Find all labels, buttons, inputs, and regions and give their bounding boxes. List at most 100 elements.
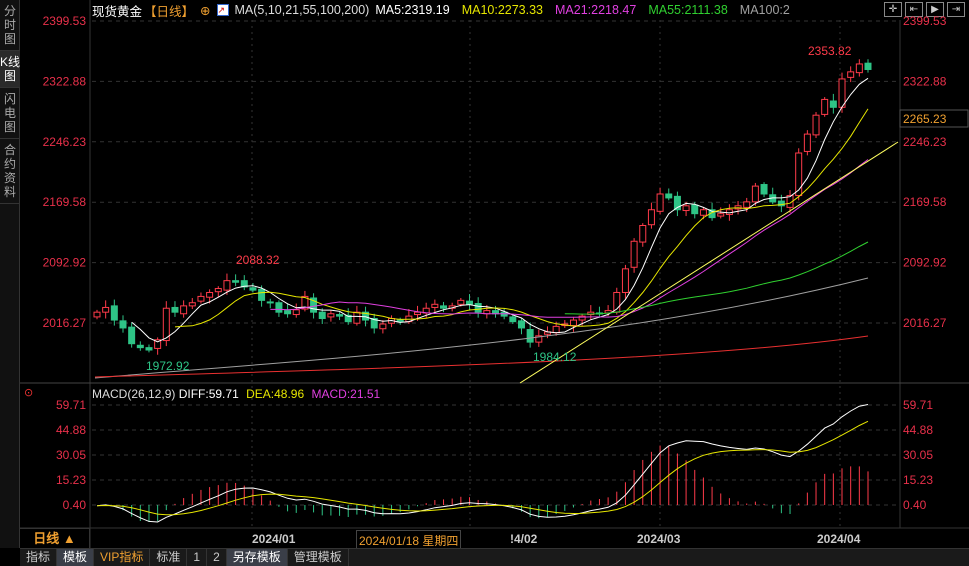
candle-down bbox=[344, 314, 352, 323]
settings-icon[interactable]: ⊙ bbox=[24, 387, 34, 399]
candle-up bbox=[162, 307, 170, 342]
candle-down bbox=[249, 287, 257, 291]
candle-up bbox=[327, 313, 335, 318]
date-label: 2024/04 bbox=[817, 532, 861, 546]
candle-up bbox=[154, 339, 162, 349]
candle-down bbox=[777, 200, 785, 207]
ma21-value: MA21:2218.47 bbox=[555, 3, 637, 17]
candle-up bbox=[569, 319, 577, 327]
candle-down bbox=[396, 319, 404, 323]
ma-chart-icon[interactable]: ↗ bbox=[216, 4, 229, 16]
candle-down bbox=[266, 301, 274, 304]
candle-down bbox=[145, 347, 153, 351]
candle-up bbox=[93, 311, 101, 318]
candle-down bbox=[665, 193, 673, 199]
ma55-value: MA55:2111.38 bbox=[648, 3, 728, 17]
crosshair-icon[interactable]: ⊕ bbox=[200, 3, 211, 18]
candle-up bbox=[223, 280, 231, 291]
candle-up bbox=[630, 240, 638, 268]
tab-template[interactable]: 模板 bbox=[57, 549, 95, 566]
macd-axis-label-left: 44.88 bbox=[56, 423, 86, 437]
tab-timeshare[interactable]: 分时图 bbox=[0, 0, 20, 51]
candle-down bbox=[310, 297, 318, 313]
candle-up bbox=[180, 305, 188, 315]
macd-axis-label-left: 59.71 bbox=[56, 398, 86, 412]
candle-down bbox=[673, 195, 681, 211]
high-annotation: 2353.82 bbox=[808, 44, 852, 58]
date-label: 2024/03 bbox=[637, 532, 681, 546]
tab-2[interactable]: 2 bbox=[207, 549, 227, 566]
tab-1[interactable]: 1 bbox=[187, 549, 208, 566]
price-axis-label-left: 2322.88 bbox=[43, 74, 87, 88]
macd-axis-label-left: 15.23 bbox=[56, 473, 86, 487]
price-axis-label-left: 2399.53 bbox=[43, 14, 87, 28]
candle-up bbox=[751, 185, 759, 203]
candle-down bbox=[829, 100, 837, 108]
candle-down bbox=[526, 329, 534, 343]
macd-axis-label-right: 44.88 bbox=[903, 423, 933, 437]
ma100-line bbox=[94, 277, 869, 379]
tab-vip-indicator[interactable]: VIP指标 bbox=[94, 549, 151, 566]
candle-down bbox=[440, 305, 448, 309]
candle-up bbox=[552, 325, 560, 334]
candle-up bbox=[795, 152, 803, 197]
price-axis-label-right: 2092.92 bbox=[903, 256, 947, 270]
tab-kline[interactable]: K线图 bbox=[0, 51, 20, 88]
candle-up bbox=[743, 201, 751, 208]
crosshair-tool-icon[interactable]: ✛ bbox=[884, 2, 902, 17]
candle-down bbox=[136, 344, 144, 349]
candle-up bbox=[717, 213, 725, 217]
date-label: 2024/01 bbox=[252, 532, 296, 546]
candle-down bbox=[110, 305, 118, 321]
zoom-left-icon[interactable]: ⇤ bbox=[905, 2, 923, 17]
ma-params[interactable]: MA(5,10,21,55,100,200) bbox=[234, 3, 370, 17]
kline-chart[interactable]: 2399.53 2399.53 2322.88 2322.88 2246.23 2246.… bbox=[0, 0, 969, 548]
candle-up bbox=[621, 268, 629, 293]
tab-manage-template[interactable]: 管理模板 bbox=[288, 549, 349, 566]
candle-down bbox=[336, 314, 344, 317]
candle-down bbox=[258, 288, 266, 301]
candle-up bbox=[301, 295, 309, 310]
candle-down bbox=[128, 326, 136, 345]
ma200-line bbox=[94, 335, 869, 378]
candle-down bbox=[171, 306, 179, 313]
candle-up bbox=[682, 205, 690, 212]
feb-low-annotation: 1984.12 bbox=[533, 350, 577, 364]
candle-up bbox=[214, 288, 222, 293]
candle-down bbox=[760, 184, 768, 195]
candle-up bbox=[812, 114, 820, 136]
candle-up bbox=[292, 309, 300, 316]
price-axis-label-left: 2246.23 bbox=[43, 135, 87, 149]
diff-line bbox=[96, 404, 869, 523]
price-axis-label-left: 2169.58 bbox=[43, 195, 87, 209]
tab-save-template[interactable]: 另存模板 bbox=[226, 549, 288, 566]
period-label[interactable]: 【日线】 bbox=[144, 4, 195, 19]
candle-up bbox=[102, 306, 110, 313]
macd-axis-label-right: 0.40 bbox=[903, 498, 927, 512]
macd-axis-label-left: 30.05 bbox=[56, 448, 86, 462]
date-label: !4/02 bbox=[510, 532, 538, 546]
ma100-value: MA100:2 bbox=[739, 3, 790, 17]
price-axis-label-right: 2322.88 bbox=[903, 74, 947, 88]
move-right-icon[interactable]: ⇥ bbox=[947, 2, 965, 17]
candle-down bbox=[517, 320, 525, 329]
candle-up bbox=[847, 71, 855, 78]
period-button[interactable]: 日线 ▲ bbox=[20, 528, 90, 548]
candle-down bbox=[864, 62, 872, 70]
candle-up bbox=[379, 323, 387, 330]
candle-up bbox=[838, 78, 846, 108]
macd-name: MACD(26,12,9) bbox=[92, 387, 176, 401]
tab-indicator[interactable]: 指标 bbox=[20, 549, 58, 566]
tab-flash[interactable]: 闪电图 bbox=[0, 88, 20, 139]
ma5-value: MA5:2319.19 bbox=[375, 3, 450, 17]
tab-standard[interactable]: 标准 bbox=[150, 549, 188, 566]
instrument-title: 现货黄金 bbox=[92, 4, 143, 19]
tab-contract-info[interactable]: 合约资料 bbox=[0, 139, 20, 204]
ma10-value: MA10:2273.33 bbox=[461, 3, 544, 17]
ma21-line bbox=[270, 159, 869, 318]
price-axis-label-left: 2092.92 bbox=[43, 256, 87, 270]
play-icon[interactable]: ▶ bbox=[926, 2, 944, 17]
candle-up bbox=[803, 133, 811, 152]
candle-up bbox=[457, 299, 465, 305]
candle-down bbox=[474, 303, 482, 313]
